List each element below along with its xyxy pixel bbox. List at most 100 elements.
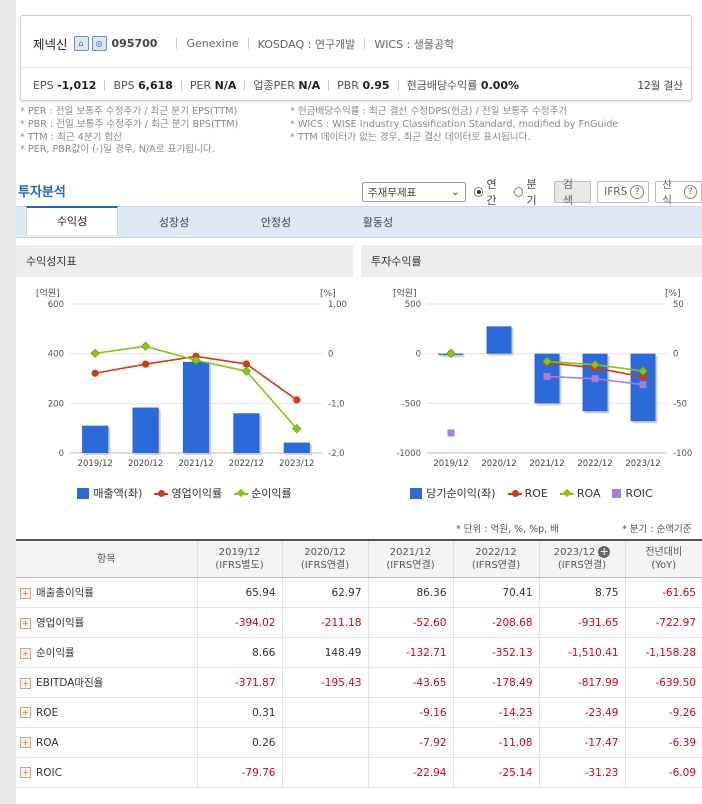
settlement-month: 12월 결산 [637, 79, 683, 92]
table-cell: -22.94 [367, 757, 453, 788]
table-cell: -178.49 [452, 667, 539, 698]
legend-item[interactable]: 영업이익률 [154, 485, 222, 501]
data-point [638, 366, 648, 376]
tab-stability[interactable]: 안정성 [260, 216, 292, 229]
table-row: + 영업이익률 -394.02 -211.18 -52.60 -208.68 -931.65… [16, 607, 702, 638]
table-cell: -1,158.28 [624, 637, 702, 668]
table-cell: 8.75 [538, 577, 625, 608]
pbr-metric: PBR 0.95 [337, 78, 390, 92]
table-row: + ROA 0.26 -7.92 -11.08 -17.47 -6.39 [16, 727, 702, 758]
expand-icon[interactable]: + [20, 707, 31, 718]
row-label[interactable]: + 영업이익률 [16, 607, 197, 638]
right-tick-label: -1,0 [328, 399, 345, 409]
divider [180, 79, 182, 91]
x-tick-label: 2022/12 [577, 459, 612, 469]
quarter-radio[interactable] [513, 187, 524, 197]
divider [364, 38, 366, 49]
table-cell: -6.39 [624, 727, 702, 758]
left-tick-label: 600 [48, 300, 64, 310]
profitability-chart: [억원] [%] 600 400 200 0 1,00 0 -1,0 -2,0 2019/12 202… [36, 287, 347, 469]
column-header: 전년대비 (YoY) [624, 539, 702, 578]
expand-icon[interactable]: + [20, 587, 31, 599]
table-cell: 65.94 [196, 577, 282, 608]
question-icon: ? [630, 185, 645, 199]
legend-item[interactable]: 매출액(좌) [77, 485, 142, 501]
divider [244, 79, 246, 91]
dividend-yield-metric: 현금배당수익률 0.00% [406, 78, 520, 93]
divider [328, 79, 330, 91]
left-tick-label: 400 [48, 350, 64, 360]
column-header: 2022/12 (IFRS연결) [452, 539, 539, 578]
search-button[interactable]: 검색 [553, 178, 592, 207]
table-cell: -931.65 [538, 607, 625, 638]
footnote: * WICS : WISE Industry Classification St… [290, 118, 619, 130]
legend-item[interactable]: 당기순이익(좌) [410, 485, 496, 501]
profitability-chart-panel: 수익성지표 [억원] [%] 600 400 200 0 1,00 0 -1,0 -2,0 2019… [16, 245, 353, 510]
legend-swatch [77, 487, 90, 499]
table-cell: 148.49 [281, 637, 368, 668]
data-point [90, 348, 100, 358]
ifrs-help-button[interactable]: IFRS? [597, 181, 650, 203]
left-tick-label: -1000 [396, 449, 421, 459]
tab-growth[interactable]: 성장성 [158, 216, 190, 229]
add-column-icon[interactable]: + [598, 545, 611, 558]
footnote: * TTM : 최근 4분기 합산 [20, 131, 123, 143]
expand-icon[interactable]: + [20, 617, 31, 629]
left-axis-label: [억원] [36, 287, 60, 299]
legend-item[interactable]: 순이익률 [234, 485, 292, 501]
legend-swatch [612, 488, 622, 498]
data-point [142, 360, 150, 368]
row-label[interactable]: + ROA [16, 727, 197, 758]
row-label[interactable]: + 매출총이익률 [16, 577, 197, 608]
table-cell: 70.41 [452, 577, 539, 608]
legend-item[interactable]: ROA [559, 485, 600, 501]
table-cell: -208.68 [452, 607, 539, 638]
tab-activity[interactable]: 활동성 [362, 216, 394, 229]
right-axis-label: [%] [320, 289, 336, 299]
bar [82, 425, 109, 453]
statement-select[interactable]: 주재무제표 ⌄ [362, 182, 466, 202]
divider [104, 79, 106, 91]
home-icon[interactable]: ⌂ [73, 36, 89, 51]
legend-item[interactable]: ROIC [612, 485, 653, 501]
table-cell: -371.87 [196, 667, 282, 698]
annual-radio[interactable] [473, 187, 484, 197]
table-cell: -9.26 [624, 697, 702, 728]
right-tick-label: 1,00 [328, 300, 347, 310]
row-label[interactable]: + 순이익률 [16, 637, 197, 668]
row-label[interactable]: + EBITDA마진율 [16, 667, 197, 698]
right-tick-label: -100 [673, 449, 692, 459]
data-point [446, 348, 456, 359]
bar [283, 442, 310, 453]
legend-swatch [234, 488, 249, 499]
tab-profitability[interactable]: 수익성 [26, 206, 118, 235]
legend-item[interactable]: ROE [507, 485, 548, 501]
table-cell: -7.92 [367, 727, 453, 758]
info-icon[interactable]: ◎ [91, 36, 107, 51]
expand-icon[interactable]: + [20, 677, 31, 689]
table-row: + ROIC -79.76 -22.94 -25.14 -31.23 -6.09 [16, 757, 702, 788]
chevron-down-icon: ⌄ [450, 186, 460, 198]
table-cell [281, 697, 368, 728]
expand-icon[interactable]: + [20, 767, 31, 778]
row-label[interactable]: + ROIC [16, 757, 197, 788]
x-tick-label: 2019/12 [433, 459, 468, 469]
table-cell: 86.36 [367, 577, 453, 608]
right-tick-label: 0 [328, 350, 333, 360]
formula-help-button[interactable]: 산식? [655, 179, 702, 206]
left-tick-label: -500 [402, 399, 421, 409]
data-point [590, 360, 600, 370]
expand-icon[interactable]: + [20, 737, 31, 748]
table-cell: -817.99 [538, 667, 625, 698]
market-info: KOSDAQ : 연구개발 [257, 37, 356, 51]
x-tick-label: 2019/12 [78, 459, 113, 469]
table-cell: -9.16 [367, 697, 453, 728]
column-header: 2019/12 (IFRS별도) [196, 539, 282, 578]
right-tick-label: -50 [673, 399, 687, 409]
table-cell: -61.65 [624, 577, 702, 608]
expand-icon[interactable]: + [20, 647, 31, 659]
data-point [292, 424, 302, 434]
row-label[interactable]: + ROE [16, 697, 197, 728]
right-tick-label: 0 [673, 350, 678, 360]
table-row: + 순이익률 8.66 148.49 -132.71 -352.13 -1,510.41 -1… [16, 637, 702, 668]
